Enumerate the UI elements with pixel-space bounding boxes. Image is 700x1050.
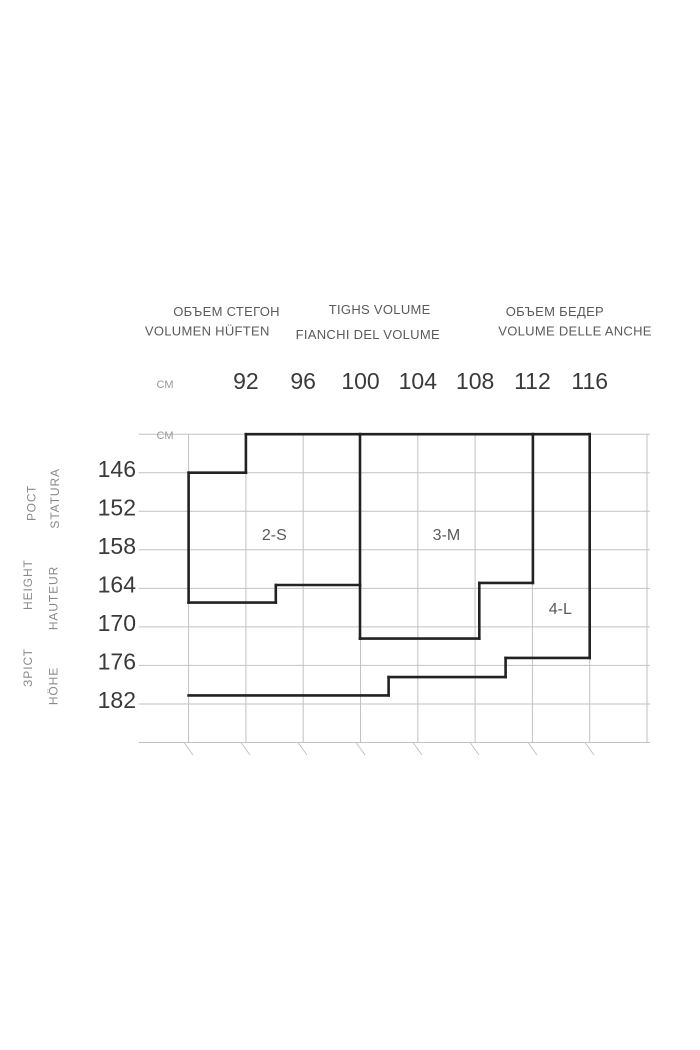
svg-text:158: 158 <box>98 533 136 559</box>
svg-text:112: 112 <box>514 368 551 394</box>
svg-text:3-M: 3-M <box>433 527 461 544</box>
svg-text:100: 100 <box>341 368 379 394</box>
svg-text:96: 96 <box>290 368 316 394</box>
svg-text:STATURA: STATURA <box>48 468 62 529</box>
svg-text:ЗРІСТ: ЗРІСТ <box>21 648 35 687</box>
svg-text:ОБЪЕМ СТЕГОН: ОБЪЕМ СТЕГОН <box>173 304 280 319</box>
svg-text:116: 116 <box>571 368 608 394</box>
svg-text:HAUTEUR: HAUTEUR <box>47 566 61 630</box>
svg-text:2-S: 2-S <box>262 527 287 544</box>
svg-text:VOLUME DELLE ANCHE: VOLUME DELLE ANCHE <box>498 324 652 339</box>
svg-text:CM: CM <box>156 430 173 442</box>
svg-text:HÖHE: HÖHE <box>47 667 61 705</box>
svg-text:164: 164 <box>98 572 137 598</box>
svg-text:FIANCHI DEL VOLUME: FIANCHI DEL VOLUME <box>296 327 440 342</box>
svg-text:РОСТ: РОСТ <box>24 485 38 521</box>
svg-text:104: 104 <box>399 368 438 394</box>
svg-text:176: 176 <box>98 649 136 675</box>
svg-text:170: 170 <box>98 610 136 636</box>
svg-text:152: 152 <box>98 494 136 520</box>
svg-text:4-L: 4-L <box>549 601 572 618</box>
svg-text:VOLUMEN HÜFTEN: VOLUMEN HÜFTEN <box>145 324 270 339</box>
svg-text:HEIGHT: HEIGHT <box>21 559 35 610</box>
svg-text:ОБЪЕМ БЕДЕР: ОБЪЕМ БЕДЕР <box>506 304 604 319</box>
svg-text:182: 182 <box>98 687 136 713</box>
svg-text:92: 92 <box>233 368 259 394</box>
svg-text:108: 108 <box>456 368 494 394</box>
svg-text:TIGHS VOLUME: TIGHS VOLUME <box>329 302 431 317</box>
svg-text:CM: CM <box>156 379 173 391</box>
svg-text:146: 146 <box>98 456 136 482</box>
